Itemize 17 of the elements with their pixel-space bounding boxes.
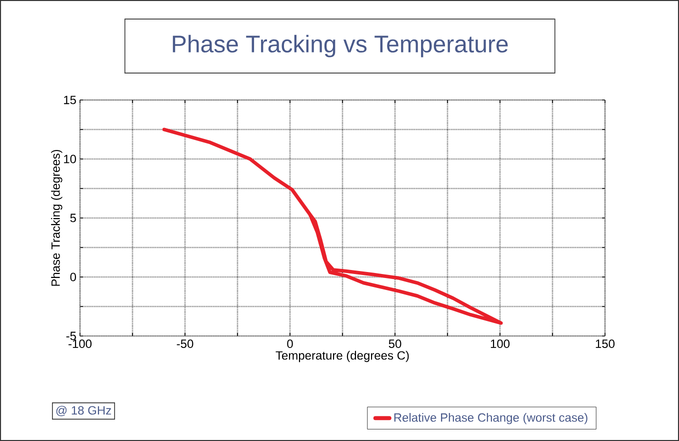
line-series [162,128,503,325]
y-tick-label: 10 [64,154,76,164]
x-tick-label: 100 [490,340,510,348]
x-tick-label: 150 [596,340,615,348]
x-tick-label: -100 [68,340,92,348]
text: @ 18 GHz [56,406,111,416]
y-tick-label: 5 [70,214,76,222]
legend-label: Relative Phase Change (worst case) [394,412,588,424]
x-tick-label: 0 [287,340,293,348]
chart-title: Phase Tracking vs Temperature [172,34,508,58]
y-axis-title: Phase Tracking (degrees) [51,150,62,286]
y-tick-label: 0 [70,272,76,282]
x-tick-label: -50 [176,340,194,348]
x-axis-title: Temperature (degrees C) [276,350,409,362]
x-tick-label: 50 [388,340,402,348]
y-tick-label: 15 [64,96,76,104]
y-tick-label: -5 [66,332,76,340]
